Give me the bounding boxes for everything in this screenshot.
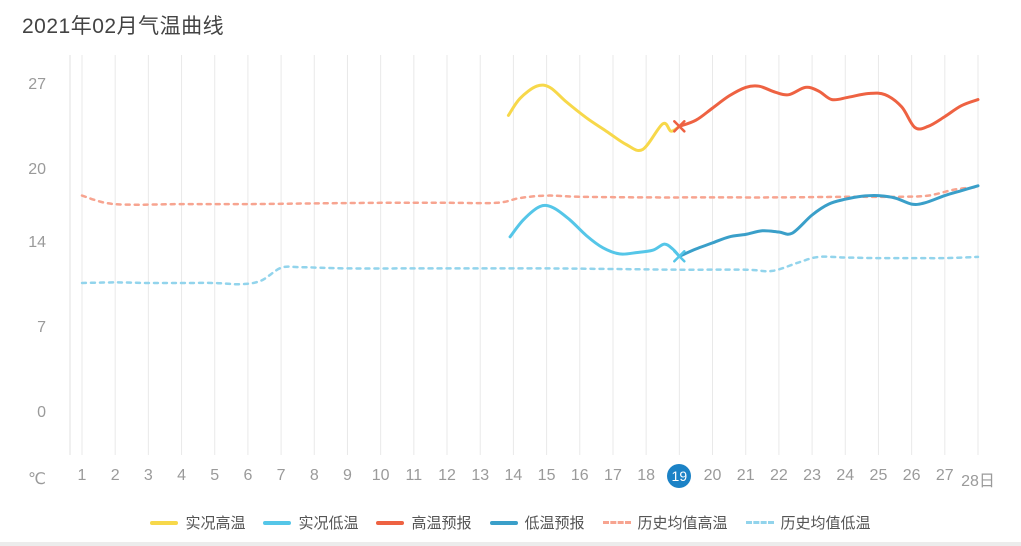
x-axis-label: 1 [77, 467, 87, 484]
legend-label-forecast-low: 低温预报 [524, 515, 585, 532]
x-axis-label: 28日 [961, 473, 995, 490]
x-axis-label: 18 [637, 467, 656, 484]
x-axis-label: 2 [110, 467, 120, 484]
chart-legend: 实况高温 实况低温 高温预报 低温预报 历史均值高温 历史均值低温 [0, 512, 1021, 533]
legend-swatch-actual-low [263, 520, 292, 525]
x-axis-label-selected-day[interactable]: 19 [667, 464, 692, 488]
series-junction-marker-low [673, 250, 686, 263]
y-axis-label: 7 [37, 318, 46, 336]
series-actual-low-line [508, 203, 681, 258]
series-forecast-high-line [677, 84, 980, 131]
x-axis-label: 21 [736, 467, 755, 484]
x-axis-label: 15 [537, 467, 556, 484]
legend-swatch-forecast-high [376, 520, 405, 525]
page-bottom-edge [0, 542, 1021, 546]
y-axis-label: 27 [28, 76, 46, 93]
x-axis-label: 5 [210, 467, 220, 484]
x-axis-label: 23 [803, 467, 821, 484]
legend-label-actual-high: 实况高温 [185, 515, 246, 532]
series-forecast-low-line [677, 184, 980, 258]
x-axis-label: 7 [276, 467, 286, 484]
legend-label-hist-avg-low: 历史均值低温 [780, 515, 871, 532]
legend-item-hist-avg-low[interactable]: 历史均值低温 [745, 512, 871, 533]
x-axis-label: 11 [405, 467, 423, 484]
legend-label-forecast-high: 高温预报 [411, 515, 472, 532]
grid-lines [69, 55, 979, 455]
y-axis-label: 14 [28, 233, 46, 251]
legend-swatch-hist-avg-low [745, 521, 774, 524]
series-hist-avg-low-line [80, 255, 980, 286]
series-actual-high-line [506, 83, 681, 152]
series-hist-avg-high-line [80, 185, 980, 206]
legend-item-hist-avg-high[interactable]: 历史均值高温 [602, 512, 728, 533]
legend-item-forecast-high[interactable]: 高温预报 [376, 512, 472, 533]
x-axis-label: 17 [604, 467, 622, 484]
legend-swatch-hist-avg-high [602, 521, 631, 524]
x-axis-label: 20 [703, 467, 722, 484]
x-axis-label: 24 [836, 467, 855, 484]
x-axis-label: 4 [177, 467, 186, 484]
x-axis-label: 13 [471, 467, 490, 484]
x-axis-label: 3 [143, 467, 153, 484]
x-axis-label: 22 [769, 467, 788, 484]
y-axis-unit: ℃ [28, 471, 46, 488]
chart-title: 2021年02月气温曲线 [22, 15, 225, 38]
y-axis-label: 20 [28, 161, 46, 179]
legend-item-actual-low[interactable]: 实况低温 [263, 512, 358, 533]
legend-item-forecast-low[interactable]: 低温预报 [489, 512, 585, 533]
legend-label-hist-avg-high: 历史均值高温 [637, 515, 728, 532]
series-junction-marker-high [673, 120, 686, 133]
x-axis-label: 25 [869, 467, 888, 484]
x-axis-label: 12 [438, 467, 456, 484]
x-axis-label: 6 [243, 467, 253, 484]
x-axis-label: 16 [570, 467, 589, 484]
legend-swatch-actual-high [150, 520, 179, 525]
x-axis-label: 10 [371, 467, 390, 484]
y-axis-label: 0 [37, 404, 46, 421]
x-axis-label: 14 [504, 467, 523, 484]
x-axis-label: 8 [309, 467, 319, 484]
x-axis-label: 26 [902, 467, 921, 484]
x-axis-label: 27 [935, 467, 954, 484]
x-axis-label: 9 [343, 467, 352, 484]
legend-swatch-forecast-low [489, 520, 518, 525]
legend-item-actual-high[interactable]: 实况高温 [150, 512, 245, 533]
legend-label-actual-low: 实况低温 [298, 515, 359, 532]
